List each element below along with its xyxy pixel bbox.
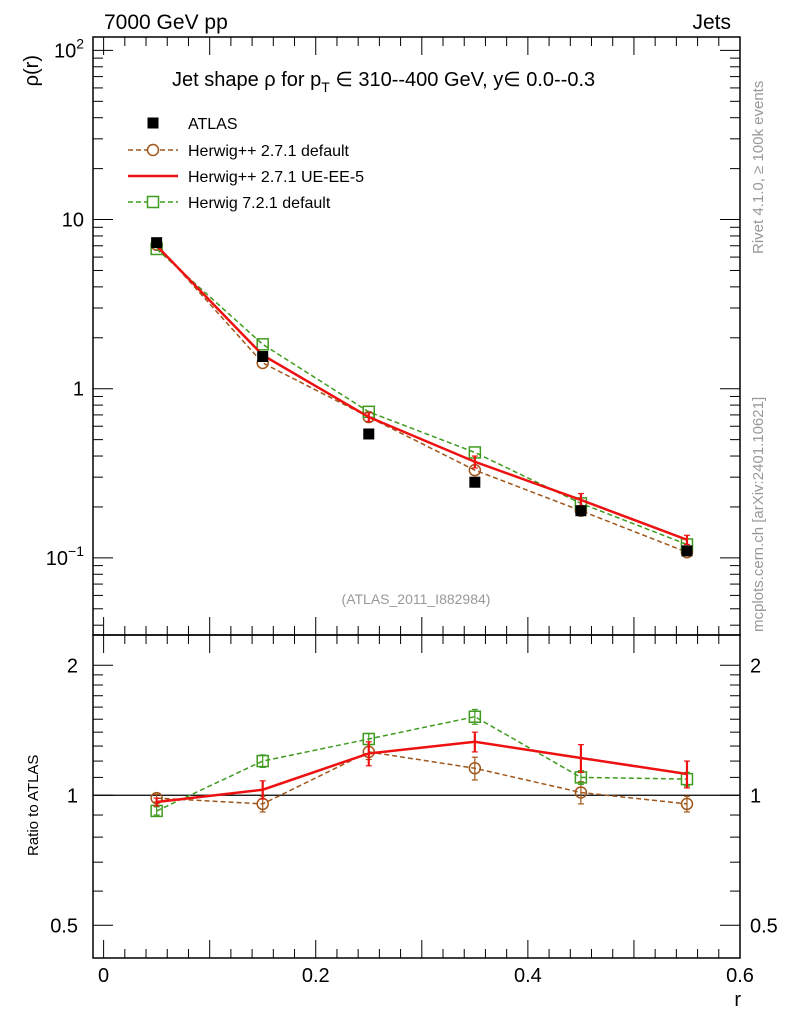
top-series-line [156, 248, 688, 546]
x-axis-label: r [734, 989, 741, 1011]
chart-title: Jet shape ρ for pT ∈ 310--400 GeV, y∈ 0.… [172, 69, 595, 95]
ratio-y-tick-label-right: 1 [750, 785, 761, 807]
top-data-point [363, 428, 375, 440]
top-data-point [681, 545, 693, 557]
ratio-circle-marker [680, 797, 694, 811]
legend-marker [147, 117, 159, 129]
legend-marker [146, 195, 160, 209]
top-data-point [575, 505, 587, 517]
ratio-y-tick-label: 1 [67, 785, 78, 807]
ratio-circle-marker [574, 786, 588, 799]
y-tick-label: 10 [62, 210, 84, 232]
ratio-y-tick-label: 0.5 [50, 915, 78, 937]
side-label-mcplots: mcplots.cern.ch [arXiv:2401.10621] [750, 397, 767, 632]
legend-label: Herwig 7.2.1 default [188, 195, 331, 212]
main-ylabel: ρ(r) [21, 55, 43, 86]
legend-marker [146, 143, 160, 157]
ratio-y-tick-label: 2 [67, 655, 78, 677]
ratio-square-marker [468, 710, 482, 723]
y-tick-label: 10−1 [46, 543, 84, 570]
y-tick-label: 1 [73, 379, 84, 401]
top-series-line [156, 244, 688, 553]
y-tick-label: 102 [54, 35, 84, 62]
x-tick-label: 0.2 [302, 965, 330, 987]
legend-label: Herwig++ 2.7.1 default [188, 143, 350, 160]
ratio-circle-marker [468, 761, 482, 775]
ratio-square-marker [256, 754, 269, 768]
header-right: Jets [692, 11, 731, 34]
ratio-ylabel: Ratio to ATLAS [25, 755, 42, 856]
legend-label: Herwig++ 2.7.1 UE-EE-5 [188, 169, 364, 186]
x-tick-label: 0.6 [726, 965, 754, 987]
header-left: 7000 GeV pp [104, 11, 228, 34]
ratio-panel-frame [92, 634, 741, 959]
top-data-point [469, 476, 481, 488]
ratio-y-tick-label-right: 0.5 [750, 915, 778, 937]
x-tick-label: 0 [98, 965, 109, 987]
side-label-rivet: Rivet 4.1.0, ≥ 100k events [750, 81, 767, 254]
legend-label: ATLAS [188, 116, 238, 133]
top-series-line [155, 244, 688, 541]
ratio-y-tick-label-right: 2 [750, 655, 761, 677]
x-tick-label: 0.4 [514, 965, 542, 987]
top-square-marker [256, 338, 269, 351]
top-data-point [257, 351, 269, 363]
ratio-series-line [156, 715, 687, 812]
ratio-series-line [156, 740, 688, 804]
top-data-point [151, 237, 163, 249]
analysis-watermark: (ATLAS_2011_I882984) [342, 591, 491, 607]
ratio-series-line [156, 751, 688, 805]
